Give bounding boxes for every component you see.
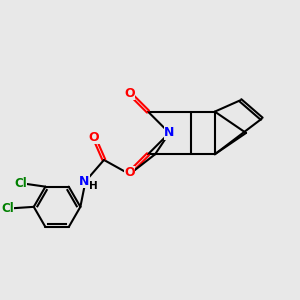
Text: O: O — [124, 166, 135, 179]
Text: O: O — [124, 87, 135, 100]
Text: H: H — [89, 181, 98, 190]
Text: Cl: Cl — [14, 177, 27, 190]
Text: N: N — [79, 175, 89, 188]
Text: O: O — [89, 131, 99, 144]
Text: Cl: Cl — [1, 202, 14, 215]
Text: N: N — [164, 126, 175, 140]
